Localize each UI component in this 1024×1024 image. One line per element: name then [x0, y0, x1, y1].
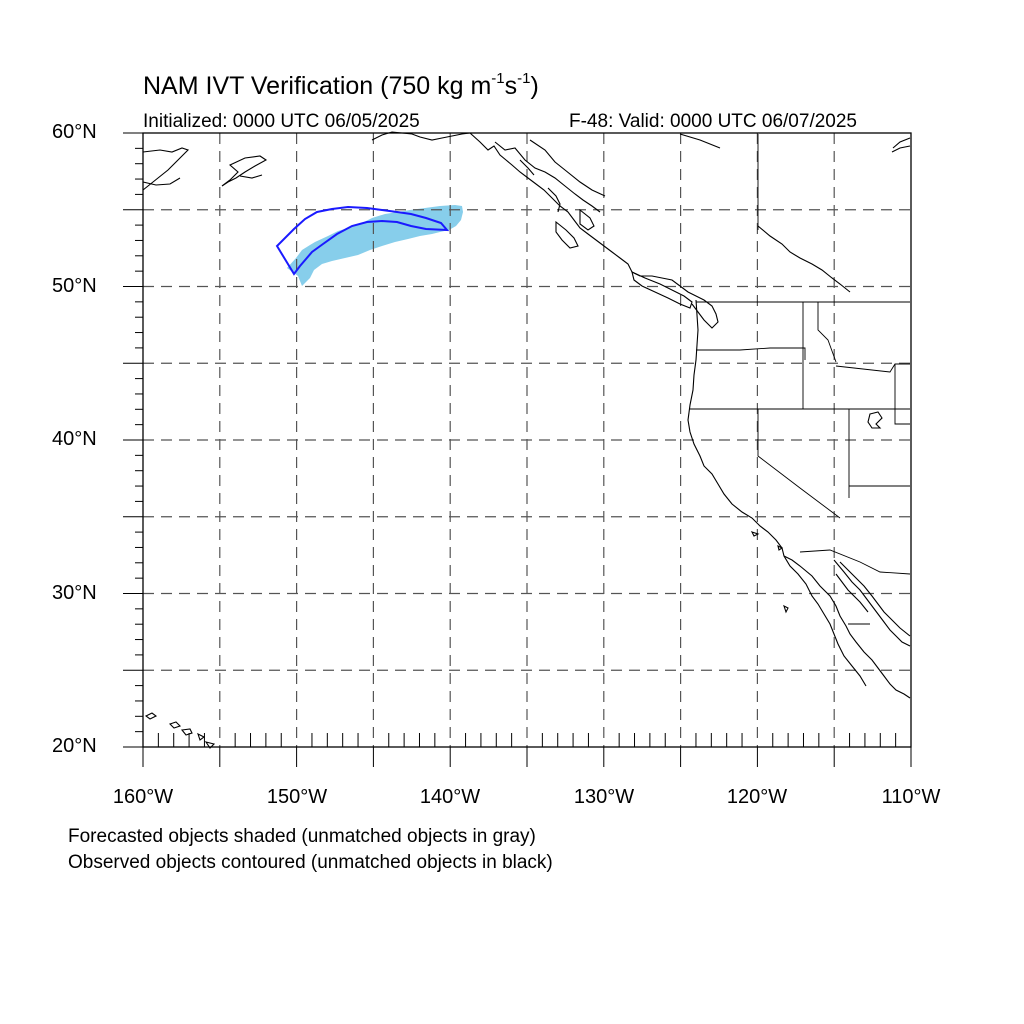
lat-label-40n: 40°N [52, 428, 97, 450]
observed-ivt-contour [275, 205, 450, 276]
forecast-ivt-object [287, 205, 463, 286]
caption-forecast: Forecasted objects shaded (unmatched obj… [68, 826, 536, 847]
lon-label-120w: 120°W [726, 786, 788, 808]
caption-observed: Observed objects contoured (unmatched ob… [68, 852, 553, 873]
lat-lon-grid [143, 133, 911, 747]
map-title: NAM IVT Verification (750 kg m-1s-1) [143, 70, 539, 100]
lon-label-130w: 130°W [573, 786, 635, 808]
lat-label-50n: 50°N [52, 275, 97, 297]
lon-label-160w: 160°W [112, 786, 174, 808]
lon-label-140w: 140°W [419, 786, 481, 808]
lon-label-150w: 150°W [266, 786, 328, 808]
political-borders [690, 134, 911, 625]
coastlines [142, 131, 911, 749]
axis-ticks [123, 132, 912, 767]
lat-label-30n: 30°N [52, 582, 97, 604]
lat-label-20n: 20°N [52, 735, 97, 757]
lat-label-60n: 60°N [52, 121, 97, 143]
valid-time: F-48: Valid: 0000 UTC 06/07/2025 [569, 111, 857, 132]
lon-label-110w: 110°W [881, 786, 941, 808]
initialized-time: Initialized: 0000 UTC 06/05/2025 [143, 111, 420, 132]
